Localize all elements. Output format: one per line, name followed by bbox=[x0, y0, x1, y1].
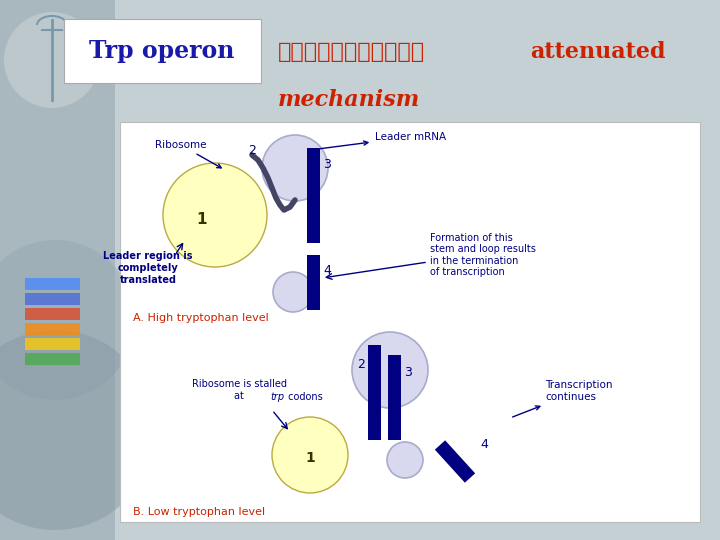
Bar bbox=[25, 278, 80, 290]
Text: การควบคมโดย: การควบคมโดย bbox=[278, 42, 425, 62]
Text: 4: 4 bbox=[480, 437, 488, 450]
Text: Trp operon: Trp operon bbox=[89, 39, 235, 63]
Text: 2: 2 bbox=[248, 144, 256, 157]
Circle shape bbox=[273, 272, 313, 312]
Text: A. High tryptophan level: A. High tryptophan level bbox=[133, 313, 269, 323]
Text: 3: 3 bbox=[404, 366, 412, 379]
Text: Leader mRNA: Leader mRNA bbox=[312, 132, 446, 150]
Bar bbox=[120, 122, 700, 522]
Text: trp: trp bbox=[270, 392, 284, 402]
Circle shape bbox=[387, 442, 423, 478]
Bar bbox=[307, 255, 320, 310]
Circle shape bbox=[0, 330, 155, 530]
Text: Formation of this
stem and loop results
in the termination
of transcription: Formation of this stem and loop results … bbox=[430, 233, 536, 278]
Text: 1: 1 bbox=[197, 213, 207, 227]
Text: B. Low tryptophan level: B. Low tryptophan level bbox=[133, 507, 265, 517]
Bar bbox=[25, 293, 80, 305]
Text: Ribosome is stalled
at: Ribosome is stalled at bbox=[192, 379, 287, 401]
Bar bbox=[307, 148, 320, 243]
Circle shape bbox=[163, 163, 267, 267]
Bar bbox=[25, 353, 80, 365]
Text: 4: 4 bbox=[323, 264, 331, 276]
Text: 2: 2 bbox=[357, 359, 365, 372]
Bar bbox=[25, 308, 80, 320]
Text: Transcription
continues: Transcription continues bbox=[513, 380, 613, 417]
Text: 1: 1 bbox=[305, 451, 315, 465]
Text: Leader region is
completely
translated: Leader region is completely translated bbox=[103, 252, 193, 285]
Text: 3: 3 bbox=[323, 159, 331, 172]
Bar bbox=[388, 355, 401, 440]
Text: mechanism: mechanism bbox=[278, 89, 420, 111]
Text: attenuated: attenuated bbox=[530, 41, 665, 63]
Circle shape bbox=[262, 135, 328, 201]
Circle shape bbox=[0, 240, 135, 400]
Bar bbox=[25, 323, 80, 335]
Bar bbox=[368, 345, 381, 440]
Bar bbox=[0, 0, 115, 540]
Circle shape bbox=[4, 12, 100, 108]
Text: Ribosome: Ribosome bbox=[155, 140, 221, 168]
Circle shape bbox=[272, 417, 348, 493]
Text: codons: codons bbox=[285, 392, 323, 402]
FancyBboxPatch shape bbox=[64, 19, 261, 83]
Circle shape bbox=[352, 332, 428, 408]
Bar bbox=[25, 338, 80, 350]
